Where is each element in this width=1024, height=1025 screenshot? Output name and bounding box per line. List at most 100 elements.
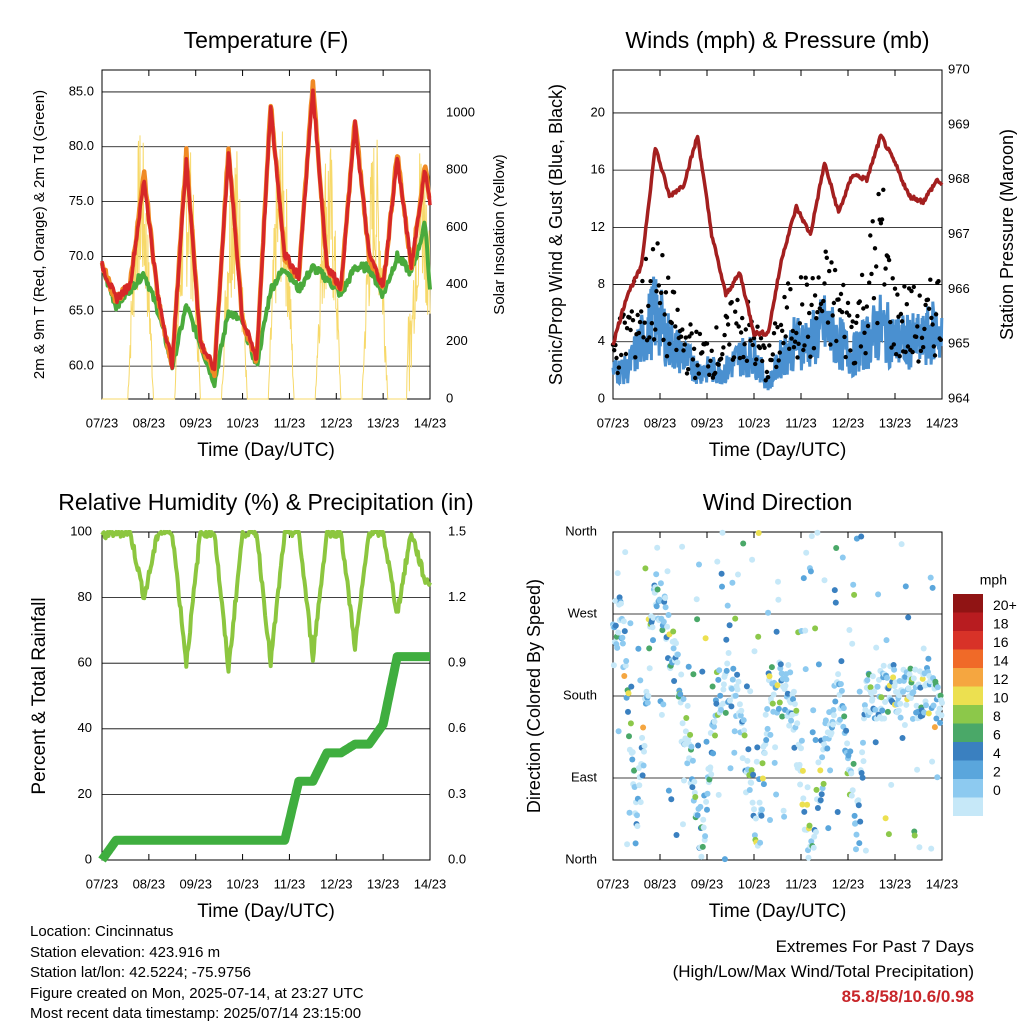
- direction-point: [612, 622, 619, 629]
- gust-point: [932, 353, 938, 358]
- direction-point: [834, 809, 841, 815]
- direction-point: [614, 570, 621, 577]
- direction-point: [857, 818, 864, 825]
- x-tick-label: 12/23: [832, 876, 865, 891]
- direction-point: [689, 784, 696, 791]
- direction-point: [761, 750, 768, 757]
- direction-point: [699, 668, 706, 675]
- direction-point: [794, 720, 801, 727]
- direction-point: [819, 754, 826, 761]
- direction-point: [775, 596, 782, 603]
- gust-point: [633, 355, 638, 360]
- gust-point: [770, 352, 775, 357]
- direction-point: [755, 530, 762, 536]
- direction-point: [919, 675, 926, 682]
- direction-point: [895, 707, 902, 714]
- x-tick-label: 10/23: [226, 415, 259, 430]
- gust-point: [700, 350, 705, 355]
- y-right-axis-label: Solar Insolation (Yellow): [491, 154, 508, 314]
- legend-swatch: [953, 668, 983, 687]
- direction-point: [888, 781, 895, 788]
- legend-swatch: [953, 631, 983, 650]
- y-tick-label: 60.0: [69, 358, 94, 373]
- direction-point: [632, 840, 639, 847]
- direction-point: [771, 759, 778, 766]
- x-tick-label: 14/23: [414, 876, 447, 891]
- direction-point: [627, 620, 634, 627]
- direction-point: [649, 624, 656, 631]
- gust-point: [697, 331, 703, 337]
- panel-title: Relative Humidity (%) & Precipitation (i…: [58, 489, 473, 515]
- direction-point: [913, 702, 920, 709]
- direction-point: [747, 688, 754, 695]
- gust-point: [653, 327, 658, 332]
- gust-point: [678, 334, 684, 339]
- gust-point: [909, 288, 914, 294]
- gust-point: [760, 358, 765, 364]
- direction-point: [920, 645, 927, 652]
- y-tick-label: 65.0: [69, 303, 94, 318]
- direction-point: [796, 761, 803, 768]
- direction-point: [814, 805, 821, 811]
- y-right-tick-label: 200: [446, 333, 468, 348]
- y-axis-label: Percent & Total Rainfall: [29, 597, 50, 794]
- x-tick-label: 10/23: [738, 876, 771, 891]
- direction-point: [858, 770, 865, 776]
- direction-point: [737, 712, 744, 719]
- direction-point: [751, 806, 757, 813]
- station-info: Location: Cincinnatus Station elevation:…: [30, 922, 364, 1025]
- x-axis-label: Time (Day/UTC): [709, 440, 847, 461]
- direction-point: [855, 797, 862, 804]
- series-solar: [102, 131, 431, 400]
- x-tick-label: 10/23: [226, 876, 259, 891]
- gust-point: [691, 346, 697, 351]
- gust-point: [785, 281, 791, 286]
- direction-point: [759, 806, 765, 813]
- x-tick-label: 13/23: [367, 415, 400, 430]
- direction-point: [688, 743, 695, 750]
- gust-point: [778, 322, 784, 328]
- gust-point: [871, 296, 877, 301]
- gust-point: [916, 359, 921, 364]
- direction-point: [746, 787, 753, 793]
- direction-point: [873, 644, 880, 651]
- gust-point: [693, 375, 698, 381]
- direction-point: [739, 755, 746, 762]
- direction-point: [711, 723, 717, 730]
- direction-point: [745, 746, 752, 753]
- gust-point: [647, 335, 652, 340]
- direction-point: [791, 744, 798, 751]
- direction-point: [720, 686, 727, 693]
- gust-point: [781, 340, 786, 346]
- direction-point: [735, 678, 742, 685]
- gust-point: [721, 345, 726, 350]
- direction-point: [891, 666, 898, 673]
- x-tick-label: 07/23: [86, 415, 119, 430]
- direction-point: [678, 671, 685, 678]
- direction-point: [840, 705, 847, 712]
- gust-point: [744, 358, 750, 363]
- direction-point: [931, 724, 938, 731]
- y-right-tick-label: 0.6: [448, 720, 466, 735]
- timestamp-text: Most recent data timestamp: 2025/07/14 2…: [30, 1005, 362, 1022]
- gust-point: [748, 338, 753, 343]
- y-right-tick-label: 970: [948, 61, 970, 76]
- y-tick-label: 20: [591, 104, 605, 119]
- direction-point: [767, 817, 773, 823]
- direction-point: [682, 728, 689, 735]
- direction-point: [758, 812, 765, 819]
- direction-point: [806, 822, 813, 829]
- direction-point: [871, 688, 878, 695]
- gust-point: [734, 321, 739, 326]
- direction-point: [624, 841, 631, 848]
- direction-point: [884, 674, 890, 681]
- gust-point: [825, 320, 831, 325]
- direction-point: [824, 745, 831, 752]
- direction-point: [690, 671, 697, 678]
- direction-point: [831, 587, 838, 594]
- gust-point: [870, 219, 875, 224]
- direction-point: [804, 784, 811, 791]
- direction-point: [787, 669, 794, 676]
- direction-point: [804, 801, 811, 808]
- x-tick-label: 12/23: [320, 415, 353, 430]
